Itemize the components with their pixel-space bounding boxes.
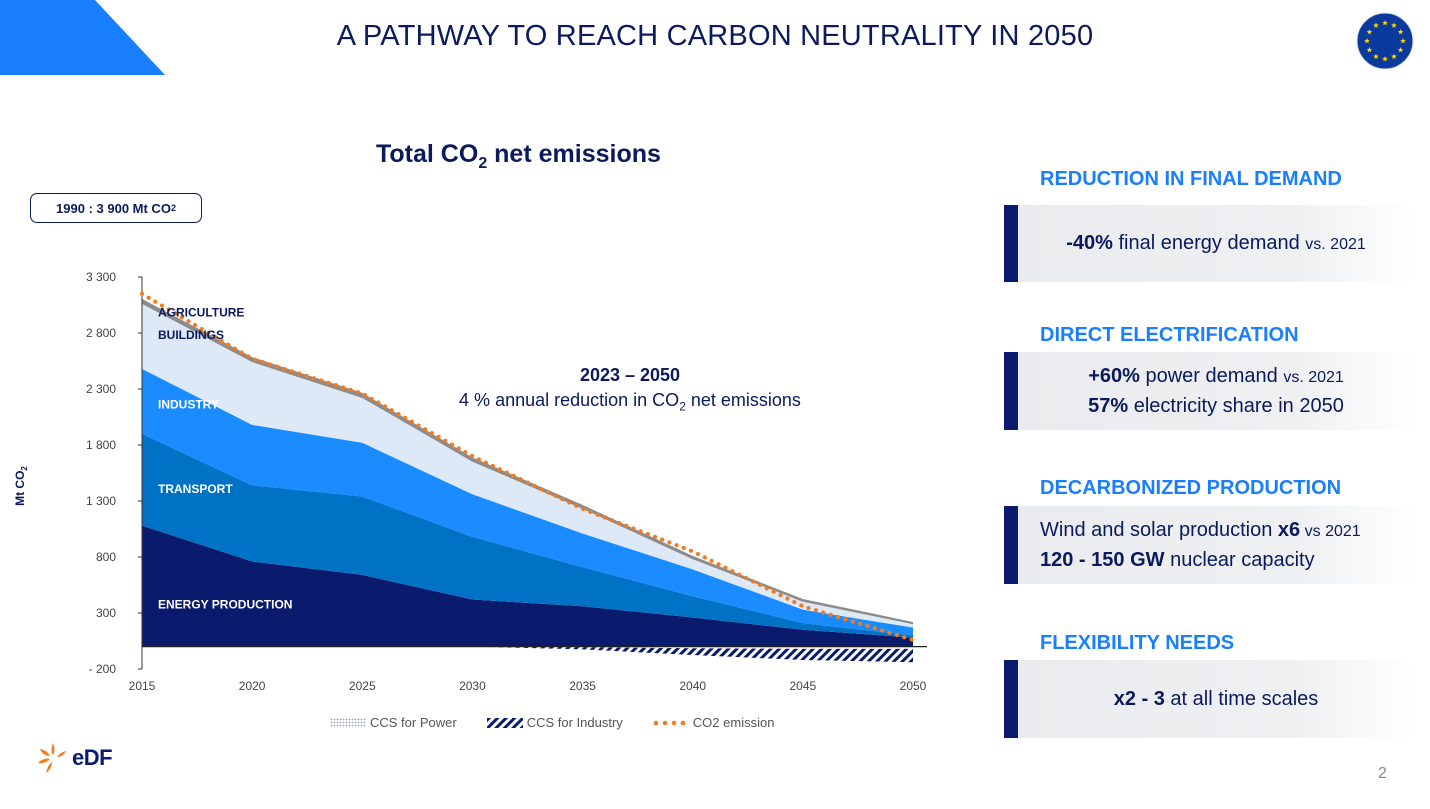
- electricity-share-line: 57% electricity share in 2050: [1088, 394, 1344, 417]
- eu-star-icon: [1397, 47, 1404, 53]
- y-tick-label: 1 300: [86, 494, 116, 508]
- hatch-dots-icon: [330, 717, 366, 728]
- section-head-demand: REDUCTION IN FINAL DEMAND: [1040, 168, 1342, 190]
- corner-accent: [0, 0, 165, 75]
- eu-star-icon: [1391, 22, 1397, 28]
- legend-item-co2-emission: CO2 emission: [653, 715, 774, 730]
- eu-star-icon: [1382, 56, 1388, 62]
- section-head-production: DECARBONIZED PRODUCTION: [1040, 477, 1342, 499]
- area-ccs-industry: [142, 646, 913, 663]
- page-title: A PATHWAY TO REACH CARBON NEUTRALITY IN …: [336, 20, 1094, 52]
- eu-star-icon: [1400, 38, 1406, 44]
- y-tick-label: 1 800: [86, 438, 116, 452]
- wind-solar-line: Wind and solar production x6 vs 2021: [1040, 519, 1361, 541]
- eu-star-icon: [1373, 22, 1379, 28]
- eu-star-icon: [1373, 53, 1379, 60]
- section-box-electrification: +60% power demand vs. 2021 57% electrici…: [1004, 352, 1414, 430]
- series-label-industry: INDUSTRY: [158, 398, 219, 412]
- x-tick-label: 2040: [679, 679, 706, 693]
- chart-title: Total CO2 net emissions: [376, 140, 661, 172]
- x-tick-label: 2050: [900, 679, 927, 693]
- eu-star-icon: [1382, 20, 1388, 26]
- series-label-energy-production: ENERGY PRODUCTION: [158, 597, 292, 611]
- baseline-badge: 1990 : 3 900 Mt CO 2: [30, 193, 202, 223]
- series-label-agriculture: AGRICULTURE: [158, 305, 244, 319]
- edf-sun-icon: [38, 743, 66, 773]
- y-tick-label: 2 800: [86, 326, 116, 340]
- co2-emission-line: [139, 291, 916, 642]
- section-head-flexibility: FLEXIBILITY NEEDS: [1040, 632, 1235, 654]
- x-tick-label: 2035: [569, 679, 596, 693]
- section-box-flexibility: x2 - 3 at all time scales: [1004, 660, 1414, 738]
- y-tick-label: - 200: [89, 662, 117, 676]
- series-label-buildings: BUILDINGS: [158, 328, 224, 342]
- y-tick-label: 300: [96, 606, 116, 620]
- x-tick-label: 2015: [129, 679, 156, 693]
- flexibility-line: x2 - 3 at all time scales: [1113, 687, 1319, 710]
- emissions-chart: - 200 300 800 1 300 1 800 2 300 2 800 3 300 2015…: [86, 270, 927, 693]
- edf-logo: eDF: [36, 741, 113, 775]
- power-demand-line: +60% power demand vs. 2021: [1088, 364, 1344, 387]
- x-tick-label: 2030: [459, 679, 486, 693]
- reduction-annotation: 2023 – 2050 4 % annual reduction in CO2 …: [430, 365, 830, 414]
- eu-flag-icon: [1356, 12, 1414, 70]
- page-number: 2: [1378, 765, 1387, 782]
- annotation-desc: 4 % annual reduction in CO2 net emission…: [459, 390, 801, 414]
- eu-star-icon: [1391, 53, 1397, 60]
- annotation-period: 2023 – 2050: [579, 365, 681, 385]
- section-box-demand: -40% final energy demand vs. 2021: [1004, 205, 1414, 282]
- section-head-electrification: DIRECT ELECTRIFICATION: [1040, 324, 1299, 346]
- eu-star-icon: [1366, 29, 1373, 35]
- legend-item-ccs-power: CCS for Power: [330, 715, 457, 730]
- chart-legend: CCS for Power CCS for Industry CO2 emiss…: [330, 715, 804, 730]
- x-tick-label: 2020: [239, 679, 266, 693]
- hatch-diagonal-icon: [486, 717, 523, 728]
- demand-line: -40% final energy demand vs. 2021: [1066, 232, 1366, 254]
- edf-wordmark: eDF: [72, 745, 113, 770]
- y-tick-label: 800: [96, 550, 116, 564]
- eu-star-icon: [1397, 29, 1404, 35]
- section-box-production: Wind and solar production x6 vs 2021 120…: [1004, 506, 1414, 584]
- eu-star-icon: [1364, 38, 1370, 44]
- dotted-orange-line-icon: [653, 720, 686, 725]
- y-tick-label: 2 300: [86, 382, 116, 396]
- eu-star-icon: [1366, 47, 1373, 53]
- y-tick-label: 3 300: [86, 270, 116, 284]
- nuclear-line: 120 - 150 GW nuclear capacity: [1040, 549, 1315, 571]
- area-energy-production: [142, 525, 913, 647]
- x-tick-label: 2025: [349, 679, 376, 693]
- legend-item-ccs-industry: CCS for Industry: [486, 715, 623, 730]
- area-transport: [142, 433, 913, 638]
- x-tick-label: 2045: [790, 679, 817, 693]
- series-label-transport: TRANSPORT: [158, 482, 233, 496]
